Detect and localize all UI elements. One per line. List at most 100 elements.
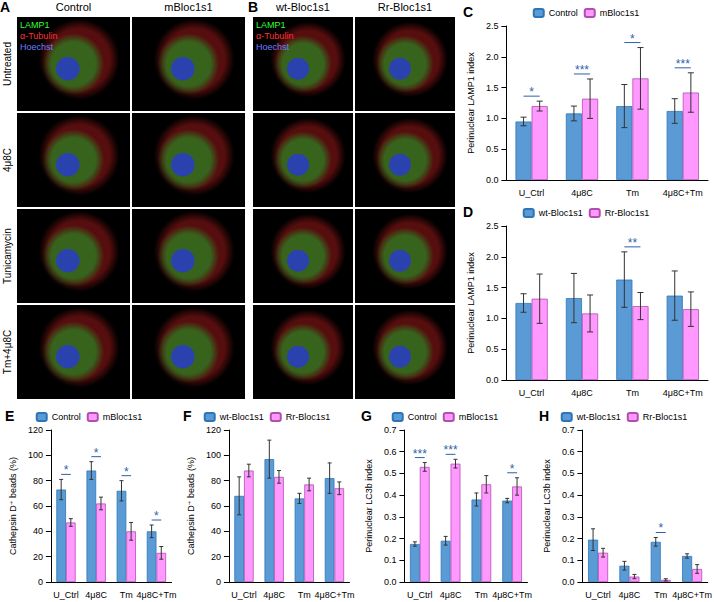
svg-text:20: 20	[211, 552, 221, 562]
svg-text:40: 40	[211, 526, 221, 536]
svg-text:20: 20	[33, 552, 43, 562]
svg-text:0.0: 0.0	[562, 577, 575, 587]
svg-text:mBloc1s1: mBloc1s1	[103, 412, 143, 422]
svg-text:4μ8C: 4μ8C	[440, 590, 462, 600]
svg-text:0.4: 0.4	[562, 490, 575, 500]
svg-text:0.6: 0.6	[562, 447, 575, 457]
svg-text:0.3: 0.3	[562, 512, 575, 522]
svg-text:0.1: 0.1	[384, 555, 397, 565]
svg-text:mBloc1s1: mBloc1s1	[600, 8, 640, 18]
svg-text:4μ8C: 4μ8C	[571, 388, 593, 398]
svg-text:4μ8C+Tm: 4μ8C+Tm	[663, 388, 703, 398]
svg-text:U_Ctrl: U_Ctrl	[53, 590, 79, 600]
svg-text:Tm: Tm	[654, 590, 667, 600]
svg-text:Control: Control	[408, 412, 437, 422]
svg-text:Perinuclear LAMP1 index: Perinuclear LAMP1 index	[466, 52, 476, 154]
svg-text:0.2: 0.2	[384, 534, 397, 544]
svg-text:Control: Control	[549, 8, 578, 18]
svg-text:0.0: 0.0	[486, 175, 499, 185]
svg-text:0.4: 0.4	[384, 490, 397, 500]
svg-text:*: *	[124, 465, 129, 479]
svg-text:2.0: 2.0	[486, 52, 499, 62]
svg-text:0.5: 0.5	[486, 344, 499, 354]
svg-text:U_Ctrl: U_Ctrl	[585, 590, 611, 600]
svg-text:Control: Control	[52, 412, 81, 422]
svg-text:mBloc1s1: mBloc1s1	[459, 412, 499, 422]
svg-text:4μ8C: 4μ8C	[571, 188, 593, 198]
svg-text:G: G	[361, 408, 372, 424]
svg-text:2.5: 2.5	[486, 21, 499, 31]
svg-text:H: H	[539, 408, 549, 424]
svg-text:0.5: 0.5	[486, 144, 499, 154]
svg-text:F: F	[183, 408, 192, 424]
svg-text:Rr-Bloc1s1: Rr-Bloc1s1	[286, 412, 331, 422]
svg-text:80: 80	[211, 476, 221, 486]
svg-text:Tm: Tm	[120, 590, 133, 600]
svg-text:0.5: 0.5	[562, 468, 575, 478]
svg-text:4μ8C+Tm: 4μ8C+Tm	[492, 590, 532, 600]
svg-text:4μ8C+Tm: 4μ8C+Tm	[672, 590, 712, 600]
svg-text:U_Ctrl: U_Ctrl	[519, 388, 545, 398]
svg-text:1.0: 1.0	[486, 113, 499, 123]
svg-text:0.0: 0.0	[384, 577, 397, 587]
svg-text:0.7: 0.7	[562, 425, 575, 435]
svg-text:Perinuclear LAMP1 index: Perinuclear LAMP1 index	[466, 252, 476, 354]
svg-text:Tm: Tm	[626, 188, 639, 198]
svg-text:C: C	[463, 4, 473, 20]
svg-text:0.7: 0.7	[384, 425, 397, 435]
svg-text:0: 0	[38, 577, 43, 587]
svg-text:wt-Bloc1s1: wt-Bloc1s1	[219, 412, 264, 422]
svg-text:0.0: 0.0	[486, 375, 499, 385]
svg-text:2.0: 2.0	[486, 252, 499, 262]
svg-text:Tm: Tm	[298, 590, 311, 600]
svg-text:0.5: 0.5	[384, 468, 397, 478]
svg-text:*: *	[658, 521, 663, 535]
svg-text:U_Ctrl: U_Ctrl	[519, 188, 545, 198]
svg-text:*: *	[94, 446, 99, 460]
svg-text:1.5: 1.5	[486, 283, 499, 293]
svg-text:4μ8C: 4μ8C	[619, 590, 641, 600]
svg-text:U_Ctrl: U_Ctrl	[407, 590, 433, 600]
svg-text:*: *	[64, 463, 69, 477]
svg-text:Tm: Tm	[475, 590, 488, 600]
svg-text:wt-Bloc1s1: wt-Bloc1s1	[538, 208, 583, 218]
svg-text:80: 80	[33, 476, 43, 486]
svg-text:100: 100	[28, 450, 43, 460]
svg-text:*: *	[510, 462, 515, 476]
svg-text:4μ8C+Tm: 4μ8C+Tm	[663, 188, 703, 198]
svg-text:Rr-Bloc1s1: Rr-Bloc1s1	[605, 208, 650, 218]
svg-text:***: ***	[676, 57, 690, 71]
svg-text:0.1: 0.1	[562, 555, 575, 565]
svg-text:Cathepsin D⁺ beads (%): Cathepsin D⁺ beads (%)	[8, 457, 18, 555]
svg-text:D: D	[463, 204, 473, 220]
svg-text:4μ8C: 4μ8C	[85, 590, 107, 600]
svg-text:120: 120	[206, 425, 221, 435]
svg-text:wt-Bloc1s1: wt-Bloc1s1	[576, 412, 621, 422]
svg-text:60: 60	[211, 501, 221, 511]
svg-text:*: *	[529, 85, 534, 99]
svg-text:Tm: Tm	[626, 388, 639, 398]
svg-text:4μ8C+Tm: 4μ8C+Tm	[136, 590, 176, 600]
svg-text:*: *	[630, 32, 635, 46]
svg-text:*: *	[154, 509, 159, 523]
svg-text:***: ***	[575, 63, 589, 77]
svg-text:0.2: 0.2	[562, 534, 575, 544]
svg-text:60: 60	[33, 501, 43, 511]
svg-text:0.6: 0.6	[384, 447, 397, 457]
svg-text:4μ8C: 4μ8C	[263, 590, 285, 600]
svg-text:U_Ctrl: U_Ctrl	[231, 590, 257, 600]
svg-text:Rr-Bloc1s1: Rr-Bloc1s1	[643, 412, 688, 422]
svg-text:***: ***	[444, 443, 458, 457]
svg-text:120: 120	[28, 425, 43, 435]
svg-text:1.5: 1.5	[486, 83, 499, 93]
svg-text:0.3: 0.3	[384, 512, 397, 522]
svg-text:Perinuclear LC3b index: Perinuclear LC3b index	[364, 459, 374, 553]
svg-text:2.5: 2.5	[486, 221, 499, 231]
svg-text:100: 100	[206, 450, 221, 460]
svg-text:***: ***	[413, 447, 427, 461]
svg-text:1.0: 1.0	[486, 313, 499, 323]
svg-text:0: 0	[216, 577, 221, 587]
svg-text:E: E	[5, 408, 14, 424]
svg-text:40: 40	[33, 526, 43, 536]
svg-text:4μ8C+Tm: 4μ8C+Tm	[314, 590, 354, 600]
